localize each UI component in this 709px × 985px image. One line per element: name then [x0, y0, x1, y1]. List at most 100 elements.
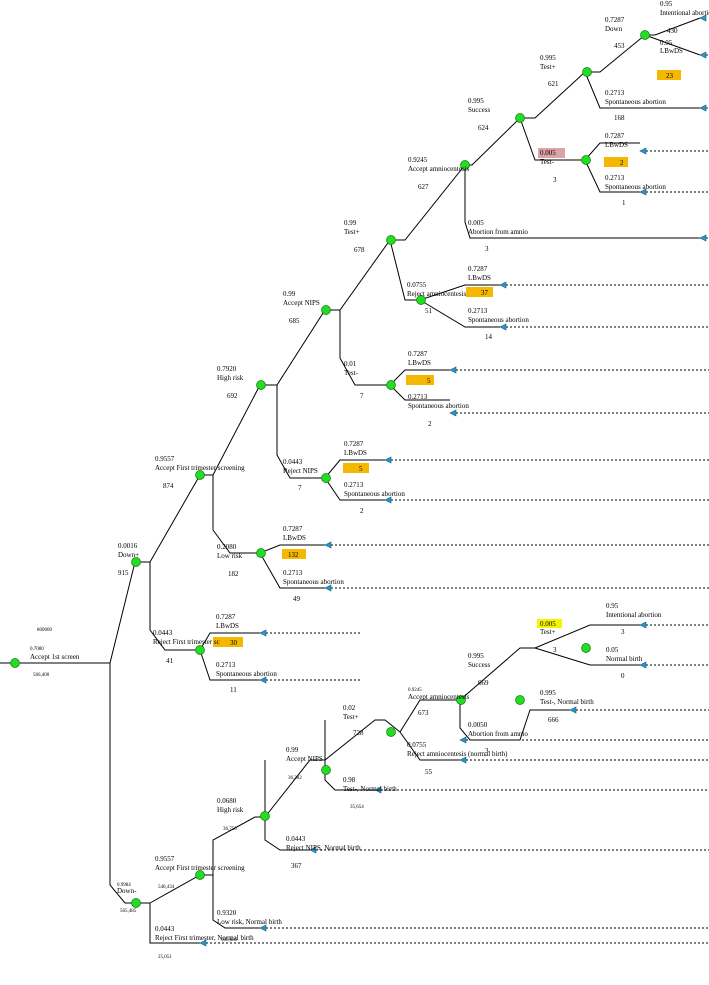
branch-prob: 0.7287	[605, 132, 625, 140]
branch-count: 627	[418, 183, 429, 191]
chance-node	[386, 727, 396, 737]
chance-nodes	[10, 30, 650, 908]
branch-prob: 0.9245	[408, 688, 422, 693]
tree-labels: 800000 0.7080 Accept 1st screen 566,400 …	[30, 0, 709, 960]
branch-count: 678	[354, 246, 365, 254]
terminal-node	[499, 323, 507, 331]
branch-count: 430	[667, 27, 678, 35]
terminal-node	[324, 584, 332, 592]
chance-node	[386, 380, 396, 390]
terminal-node	[569, 706, 577, 714]
branch-label: Accept amniocentesis	[408, 165, 470, 173]
branch-prob: 0.005	[540, 620, 556, 628]
branch-label: Intentional abortion	[606, 611, 662, 619]
terminal-node	[699, 51, 707, 59]
terminal-node	[449, 409, 457, 417]
branch-label: Test+	[540, 628, 556, 636]
branch-count: 453	[614, 42, 625, 50]
terminal-node	[639, 147, 647, 155]
branch-label: High risk	[217, 806, 244, 814]
chance-node	[195, 870, 205, 880]
terminal-node	[309, 846, 317, 854]
branch-count: 3	[553, 176, 557, 184]
branch-count: 49	[293, 595, 301, 603]
branch-label: Spontaneous abortion	[283, 578, 344, 586]
chance-node	[195, 645, 205, 655]
chance-node	[581, 643, 591, 653]
branch-label: LBwDS	[605, 141, 628, 149]
branch-count: 540,434	[158, 885, 175, 890]
branch-prob: 0.2713	[216, 661, 236, 669]
root-label: Accept 1st screen	[30, 653, 80, 661]
chance-node	[640, 30, 650, 40]
branch-label: Normal birth	[606, 655, 643, 663]
branch-prob: 0.05	[660, 39, 673, 47]
highlight-box	[538, 148, 565, 158]
highlight-box	[343, 463, 369, 473]
branch-prob: 0.01	[344, 360, 357, 368]
branch-prob: 0.9557	[155, 455, 175, 463]
branch-count: 7	[360, 392, 364, 400]
branch-prob: 0.9245	[408, 156, 428, 164]
chance-node	[460, 160, 470, 170]
branch-prob: 0.0443	[155, 925, 175, 933]
terminal-node	[259, 629, 267, 637]
branch-label: Intentional abortion	[660, 9, 709, 17]
branch-label: Reject NIPS	[283, 467, 318, 475]
highlight-box	[657, 70, 681, 80]
branch-prob: 0.7920	[217, 365, 237, 373]
branch-count: 55	[425, 768, 433, 776]
branch-prob: 0.7287	[605, 16, 625, 24]
branch-count: 692	[227, 392, 238, 400]
branch-count: 25,051	[158, 955, 172, 960]
branch-prob: 0.0755	[407, 741, 427, 749]
chance-node	[386, 235, 396, 245]
branch-prob: 0.2713	[283, 569, 303, 577]
branch-label: Accept First trimester screening	[155, 464, 245, 472]
highlight-box	[282, 549, 306, 559]
branch-count: 0	[621, 672, 625, 680]
chance-node	[131, 898, 141, 908]
branch-label: LBwDS	[468, 274, 491, 282]
terminal-node	[459, 736, 467, 744]
branch-count: 168	[614, 114, 625, 122]
branch-count: 565,485	[120, 909, 137, 914]
branch-label: Reject NIPS, Normal birth	[286, 844, 361, 852]
branch-prob: 0.7287	[408, 350, 428, 358]
branch-count: 3	[485, 747, 489, 755]
branch-count: 685	[289, 317, 300, 325]
terminal-node	[324, 541, 332, 549]
branch-label: Success	[468, 661, 490, 669]
branch-prob: 0.0755	[407, 281, 427, 289]
branch-label: LBwDS	[283, 534, 306, 542]
highlight-boxes	[213, 70, 681, 647]
branch-count: 3	[553, 646, 557, 654]
branch-label: Low risk, Normal birth	[217, 918, 282, 926]
branch-prob: 0.02	[343, 704, 356, 712]
branch-label: Spontaneous abortion	[468, 316, 529, 324]
branch-prob: 0.0443	[283, 458, 303, 466]
chance-node	[515, 695, 525, 705]
chance-node	[321, 765, 331, 775]
chance-node	[582, 67, 592, 77]
branch-label: Reject amniocentesis (normal birth)	[407, 750, 508, 758]
terminal-node	[259, 676, 267, 684]
branch-label: Down-	[117, 887, 137, 895]
branch-count: 14	[485, 333, 493, 341]
terminal-node	[699, 14, 707, 22]
branch-label: LBwDS	[408, 359, 431, 367]
branch-count: 3	[621, 628, 625, 636]
branch-count: 2	[428, 420, 432, 428]
branch-label: Test-, Normal birth	[343, 785, 397, 793]
branch-prob: 0.7287	[216, 613, 236, 621]
branch-prob: 0.9320	[217, 909, 237, 917]
branch-prob: 0.9984	[117, 883, 131, 888]
branch-prob: 0.95	[606, 602, 619, 610]
branch-label: Test+	[344, 228, 360, 236]
branch-prob: 0.98	[343, 776, 356, 784]
branch-label: Abortion from amnio	[468, 730, 528, 738]
branch-label: Spontaneous abortion	[605, 183, 666, 191]
branch-prob: 0.0443	[153, 629, 173, 637]
branch-prob: 0.2713	[605, 174, 625, 182]
branch-count: 3	[485, 245, 489, 253]
